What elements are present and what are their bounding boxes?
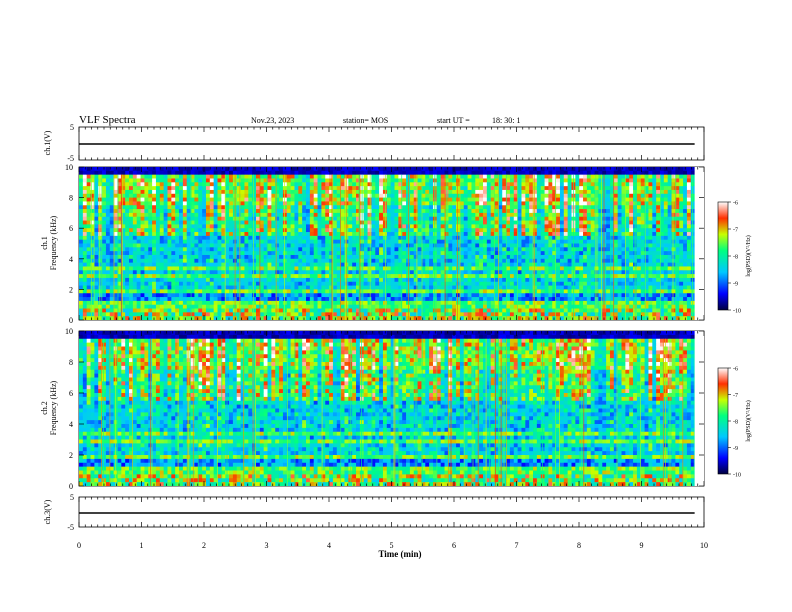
x-axis-label: Time (min) [378,549,421,559]
ch2-freq-ytick-label: 2 [69,451,73,460]
time-tick-label: 10 [700,541,708,550]
ch2-channel-label: ch.2 [40,401,49,415]
start-time-label: 18: 30: 1 [492,116,520,125]
ch2-colorbar: -6 -7 -8 -9 -10 log(PSD)(V²/Hz) [717,367,752,479]
time-tick-label: 9 [640,541,644,550]
colorbar-tick-label: -10 [733,473,741,479]
ch3-voltage-ylabel: ch.3(V) [43,499,52,524]
time-tick-label: 0 [77,541,81,550]
colorbar-tick-label: -7 [733,393,738,399]
colorbar-tick-label: -7 [733,228,738,234]
ch2-freq-ytick-label: 10 [65,327,73,336]
station-label: station= MOS [343,116,388,125]
ch1-voltage-ylabel: ch.1(V) [43,130,52,155]
time-tick-label: 7 [515,541,519,550]
time-tick-label: 6 [452,541,456,550]
ch1-channel-label: ch.1 [40,236,49,250]
colorbar-tick-label: -8 [733,420,738,426]
ch2-freq-ytick-label: 4 [69,420,73,429]
time-tick-label: 2 [202,541,206,550]
ch3-voltage-ytick-top: 5 [70,493,74,502]
ch2-freq-ytick-label: 8 [69,358,73,367]
ch2-freq-ticklabels: 0 2 4 6 8 10 [65,327,73,491]
time-tick-label: 8 [577,541,581,550]
ch2-spectrogram [79,331,704,486]
ch2-freq-ytick-label: 0 [69,482,73,491]
ch1-freq-ytick-label: 0 [69,316,73,325]
time-tick-label: 1 [140,541,144,550]
colorbar-tick-label: -6 [733,201,738,207]
time-ticklabels: 0 1 2 3 4 5 6 7 8 9 10 [77,541,708,550]
ch1-freq-ytick-label: 4 [69,255,73,264]
ch1-voltage-ytick-bottom: -5 [67,154,74,163]
ch1-freq-ytick-label: 8 [69,194,73,203]
colorbar-tick-label: -6 [733,367,738,373]
ch1-frequency-label: Frequency (kHz) [49,215,58,270]
figure-title: VLF Spectra [79,114,136,126]
time-tick-label: 3 [265,541,269,550]
colorbar-tick-label: -10 [733,309,741,315]
ch1-colorbar: -6 -7 -8 -9 -10 log(PSD)(V²/Hz) [717,201,752,315]
axis-ticks [78,127,705,527]
ch1-freq-ytick-label: 6 [69,224,73,233]
colorbar-tick-label: -8 [733,255,738,261]
ch1-freq-ytick-label: 2 [69,285,73,294]
start-label: start UT = [437,116,470,125]
ch2-colorbar-label: log(PSD)(V²/Hz) [745,400,752,441]
date-label: Nov.23, 2023 [251,116,294,125]
ch2-freq-ytick-label: 6 [69,389,73,398]
ch1-freq-ytick-label: 10 [65,163,73,172]
ch1-voltage-ytick-top: 5 [70,123,74,132]
colorbar-tick-label: -9 [733,446,738,452]
ch1-freq-ticklabels: 0 2 4 6 8 10 [65,163,73,325]
time-tick-label: 5 [390,541,394,550]
ch2-frequency-label: Frequency (kHz) [49,380,58,435]
ch3-voltage-ytick-bottom: -5 [67,523,74,532]
ch1-colorbar-label: log(PSD)(V²/Hz) [745,235,752,276]
time-tick-label: 4 [327,541,331,550]
ch1-spectrogram [79,167,704,320]
colorbar-tick-label: -9 [733,282,738,288]
